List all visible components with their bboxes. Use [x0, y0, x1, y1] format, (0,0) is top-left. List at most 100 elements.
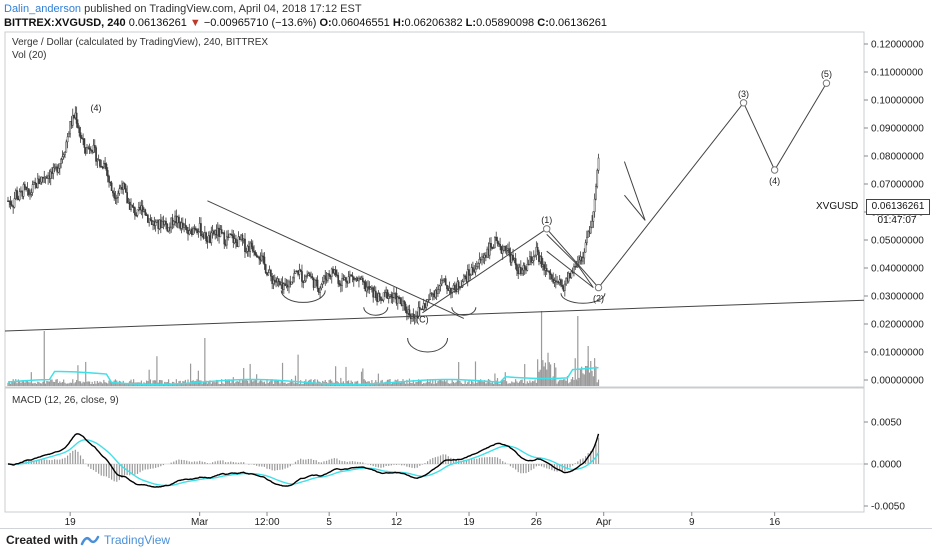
candle-body — [252, 247, 253, 251]
macd-histogram-bar — [248, 464, 249, 465]
macd-title: MACD (12, 26, close, 9) — [12, 395, 119, 406]
volume-bar — [18, 379, 19, 386]
volume-bar — [465, 381, 466, 386]
candle-body — [356, 278, 357, 279]
volume-bar — [253, 380, 254, 386]
candle-body — [133, 207, 134, 208]
candle-body — [7, 201, 8, 202]
candle-body — [265, 265, 266, 273]
candle-body — [518, 271, 519, 274]
candle-body — [445, 279, 446, 285]
volume-bar — [422, 384, 423, 386]
candle-body — [532, 261, 533, 263]
macd-histogram-bar — [386, 464, 387, 466]
volume-bar — [285, 382, 286, 386]
volume-bar — [239, 380, 240, 386]
macd-histogram-bar — [290, 464, 291, 466]
tradingview-link[interactable]: TradingView — [104, 533, 170, 547]
candle-body — [330, 275, 331, 276]
candle-body — [37, 179, 38, 188]
volume-bar — [500, 384, 501, 386]
macd-histogram-bar — [523, 464, 524, 473]
volume-bar — [76, 380, 77, 386]
candle-body — [42, 177, 43, 178]
x-tick-label: Mar — [191, 517, 209, 528]
bar-countdown: 01:47:07 — [866, 214, 928, 227]
candle-body — [283, 284, 284, 290]
candle-body — [181, 223, 182, 228]
volume-bar — [556, 384, 557, 386]
macd-histogram-bar — [484, 457, 485, 464]
candle-body — [510, 253, 511, 262]
candle-body — [479, 259, 480, 263]
candle-body — [296, 271, 297, 272]
candle-body — [159, 220, 160, 229]
candle-body — [528, 264, 529, 265]
candle-body — [220, 230, 221, 237]
macd-histogram-bar — [204, 462, 205, 464]
candle-body — [512, 255, 513, 260]
macd-histogram-bar — [536, 464, 537, 466]
candle-body — [273, 280, 274, 284]
macd-histogram-bar — [595, 444, 596, 464]
volume-bar — [471, 380, 472, 386]
candle-body — [489, 243, 490, 255]
macd-histogram-bar — [318, 462, 319, 464]
candle-body — [519, 267, 520, 274]
volume-bar — [68, 383, 69, 386]
candle-body — [169, 227, 170, 228]
volume-bar — [10, 384, 11, 386]
candle-body — [41, 177, 42, 182]
candle-body — [440, 284, 441, 286]
cycle-arc — [408, 338, 448, 352]
volume-bar — [516, 381, 517, 386]
volume-bar — [470, 384, 471, 386]
candle-body — [369, 286, 370, 289]
macd-histogram-bar — [380, 464, 381, 468]
candle-body — [176, 216, 177, 223]
volume-bar — [424, 383, 425, 386]
candle-body — [94, 145, 95, 147]
candle-body — [246, 251, 247, 252]
candle-body — [466, 277, 467, 282]
volume-bar — [202, 383, 203, 386]
macd-histogram-bar — [437, 457, 438, 464]
macd-histogram-bar — [303, 460, 304, 464]
candle-body — [419, 307, 420, 308]
candle-body — [269, 270, 270, 273]
macd-histogram-bar — [378, 464, 379, 467]
candle-body — [27, 189, 28, 190]
candle-body — [507, 249, 508, 251]
volume-bar — [414, 384, 415, 386]
volume-bar — [312, 383, 313, 386]
y-tick-label: 0.11000000 — [871, 68, 924, 79]
candle-body — [138, 207, 139, 209]
macd-histogram-bar — [173, 462, 174, 464]
macd-histogram-bar — [310, 459, 311, 464]
volume-bar — [94, 381, 95, 386]
volume-bar — [365, 381, 366, 386]
candle-body — [51, 172, 52, 174]
volume-bar — [279, 383, 280, 386]
volume-bar — [415, 382, 416, 386]
volume-bar — [562, 380, 563, 386]
candle-body — [305, 276, 306, 280]
volume-bar — [60, 383, 61, 386]
candle-body — [488, 249, 489, 255]
candle-body — [124, 183, 125, 188]
volume-bar — [220, 384, 221, 386]
volume-bar — [71, 383, 72, 386]
candle-body — [329, 274, 330, 276]
macd-histogram-bar — [134, 464, 135, 475]
x-tick-label: 19 — [463, 517, 475, 528]
candle-body — [299, 270, 300, 274]
candle-body — [167, 224, 168, 231]
macd-histogram-bar — [59, 460, 60, 464]
candle-body — [405, 304, 406, 311]
macd-histogram-bar — [256, 464, 257, 466]
volume-bar — [48, 381, 49, 386]
candle-body — [81, 138, 82, 139]
volume-bar — [448, 383, 449, 386]
wave-label: (1) — [541, 215, 552, 225]
